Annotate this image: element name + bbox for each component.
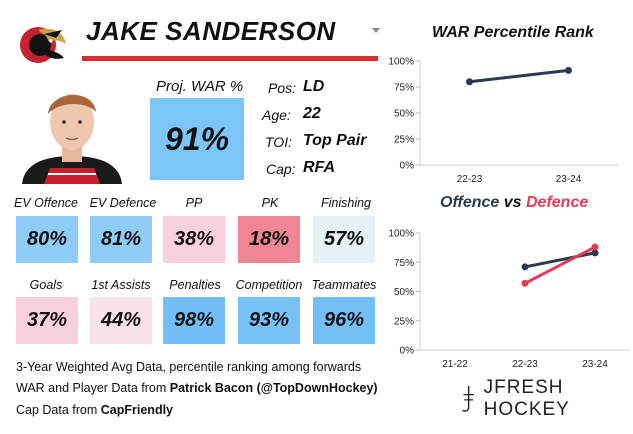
chart-1-y-tick-label: 100%	[388, 57, 414, 68]
stat-label-competition: Competition	[235, 278, 303, 292]
stat-tile-1st-assists: 44%	[90, 297, 152, 344]
stat-tile-competition: 93%	[238, 297, 300, 344]
chart-2-title-defence: Defence	[525, 194, 589, 211]
chart-2-x-tick-label: 21-22	[442, 359, 468, 370]
footer-line-3-source: CapFriendly	[100, 403, 174, 417]
player-photo	[14, 74, 130, 184]
chart-1-series-0-line	[468, 68, 570, 84]
chart-1-x-tick-label: 22-23	[457, 174, 483, 185]
chart-2-y-tick-label: 0%	[400, 346, 415, 357]
chart-1-y-tick-label: 75%	[394, 83, 414, 94]
player-name: JAKE SANDERSON	[86, 16, 336, 46]
info-label-age: Age:	[262, 107, 291, 123]
stat-tile-goals: 37%	[16, 297, 78, 344]
stat-tile-pp: 38%	[163, 216, 225, 263]
info-value-age: 22	[303, 105, 321, 122]
stat-tile-ev-offence: 80%	[16, 216, 78, 263]
info-label-toi: TOI:	[265, 134, 292, 150]
proj-war-label: Proj. WAR %	[156, 78, 244, 95]
info-value-pos: LD	[303, 78, 325, 95]
chart-1-title: WAR Percentile Rank	[432, 24, 594, 41]
chart-2-title-offence: Offence	[440, 194, 500, 211]
stat-label-pk: PK	[261, 196, 279, 210]
stat-label-ev-offence: EV Offence	[14, 196, 78, 210]
jfresh-mark-icon	[462, 386, 474, 412]
proj-war-tile: 91%	[150, 98, 244, 180]
stat-tile-ev-defence: 81%	[90, 216, 152, 263]
stat-label-penalties: Penalties	[169, 278, 221, 292]
footer-line-2-source: Patrick Bacon (@TopDownHockey)	[169, 381, 378, 395]
stat-label-finishing: Finishing	[320, 196, 372, 210]
stat-tile-finishing: 57%	[313, 216, 375, 263]
info-label-cap: Cap:	[266, 161, 296, 177]
offence-vs-defence-chart: 100% 75% 50% 25% 0% 21-22 22-23 23-24	[388, 229, 630, 370]
footer-line-3-prefix: Cap Data from	[16, 403, 101, 417]
stat-label-ev-defence: EV Defence	[89, 196, 157, 210]
chart-2-x-tick-label: 22-23	[512, 359, 538, 370]
info-value-toi: Top Pair	[303, 132, 367, 149]
chart-2-y-tick-label: 25%	[394, 316, 414, 327]
chart-1-y-tick-label: 25%	[394, 135, 414, 146]
stat-label-pp: PP	[185, 196, 203, 210]
chart-1-y-tick-label: 50%	[394, 109, 414, 120]
chart-1-y-tick-label: 0%	[400, 161, 415, 172]
war-percentile-chart: 100% 75% 50% 25% 0% 22-23 23-24	[388, 57, 618, 185]
stat-tile-teammates: 96%	[313, 297, 375, 344]
player-headshot-icon	[14, 74, 130, 184]
footer-line-2: WAR and Player Data from Patrick Bacon (…	[16, 381, 378, 395]
footer-line-1: 3-Year Weighted Avg Data, percentile ran…	[16, 360, 362, 374]
senators-logo-icon	[20, 27, 66, 63]
footer-line-3: Cap Data from CapFriendly	[16, 403, 173, 417]
stat-label-goals: Goals	[29, 278, 63, 292]
chart-2-series-0-point	[521, 263, 529, 271]
chart-2-y-tick-label: 100%	[388, 229, 414, 240]
footer-line-2-prefix: WAR and Player Data from	[16, 381, 170, 395]
info-value-cap: RFA	[303, 159, 335, 176]
chart-1-series-0-point	[466, 78, 473, 86]
chart-2-y-tick-label: 50%	[394, 287, 414, 298]
stat-tile-penalties: 98%	[163, 297, 225, 344]
chart-2-title-vs: vs	[503, 194, 522, 211]
stat-label-1st-assists: 1st Assists	[91, 278, 151, 292]
chart-2-series-1-point	[591, 243, 599, 251]
chart-2-series-1-point	[521, 279, 529, 287]
chart-1-series-0-point	[565, 66, 572, 74]
chart-2-x-tick-label: 23-24	[582, 359, 608, 370]
info-label-pos: Pos:	[268, 80, 297, 96]
jfresh-logo-text: JFRESH HOCKEY	[483, 377, 570, 420]
chart-2-series-0-line	[523, 251, 597, 269]
stat-tile-pk: 18%	[238, 216, 300, 263]
chart-2-y-tick-label: 75%	[394, 258, 414, 269]
jfresh-logo: JFRESH HOCKEY	[460, 377, 633, 420]
chart-2-title: Offence vs Defence	[440, 194, 588, 212]
chart-1-x-tick-label: 23-24	[556, 174, 582, 185]
player-select-chevron-down-icon[interactable]	[372, 28, 380, 33]
chart-2-series-1-line	[523, 245, 597, 285]
stat-label-teammates: Teammates	[311, 278, 377, 292]
name-underline	[82, 56, 378, 61]
team-logo	[16, 22, 70, 68]
chart-2-series-0-point	[591, 249, 599, 257]
